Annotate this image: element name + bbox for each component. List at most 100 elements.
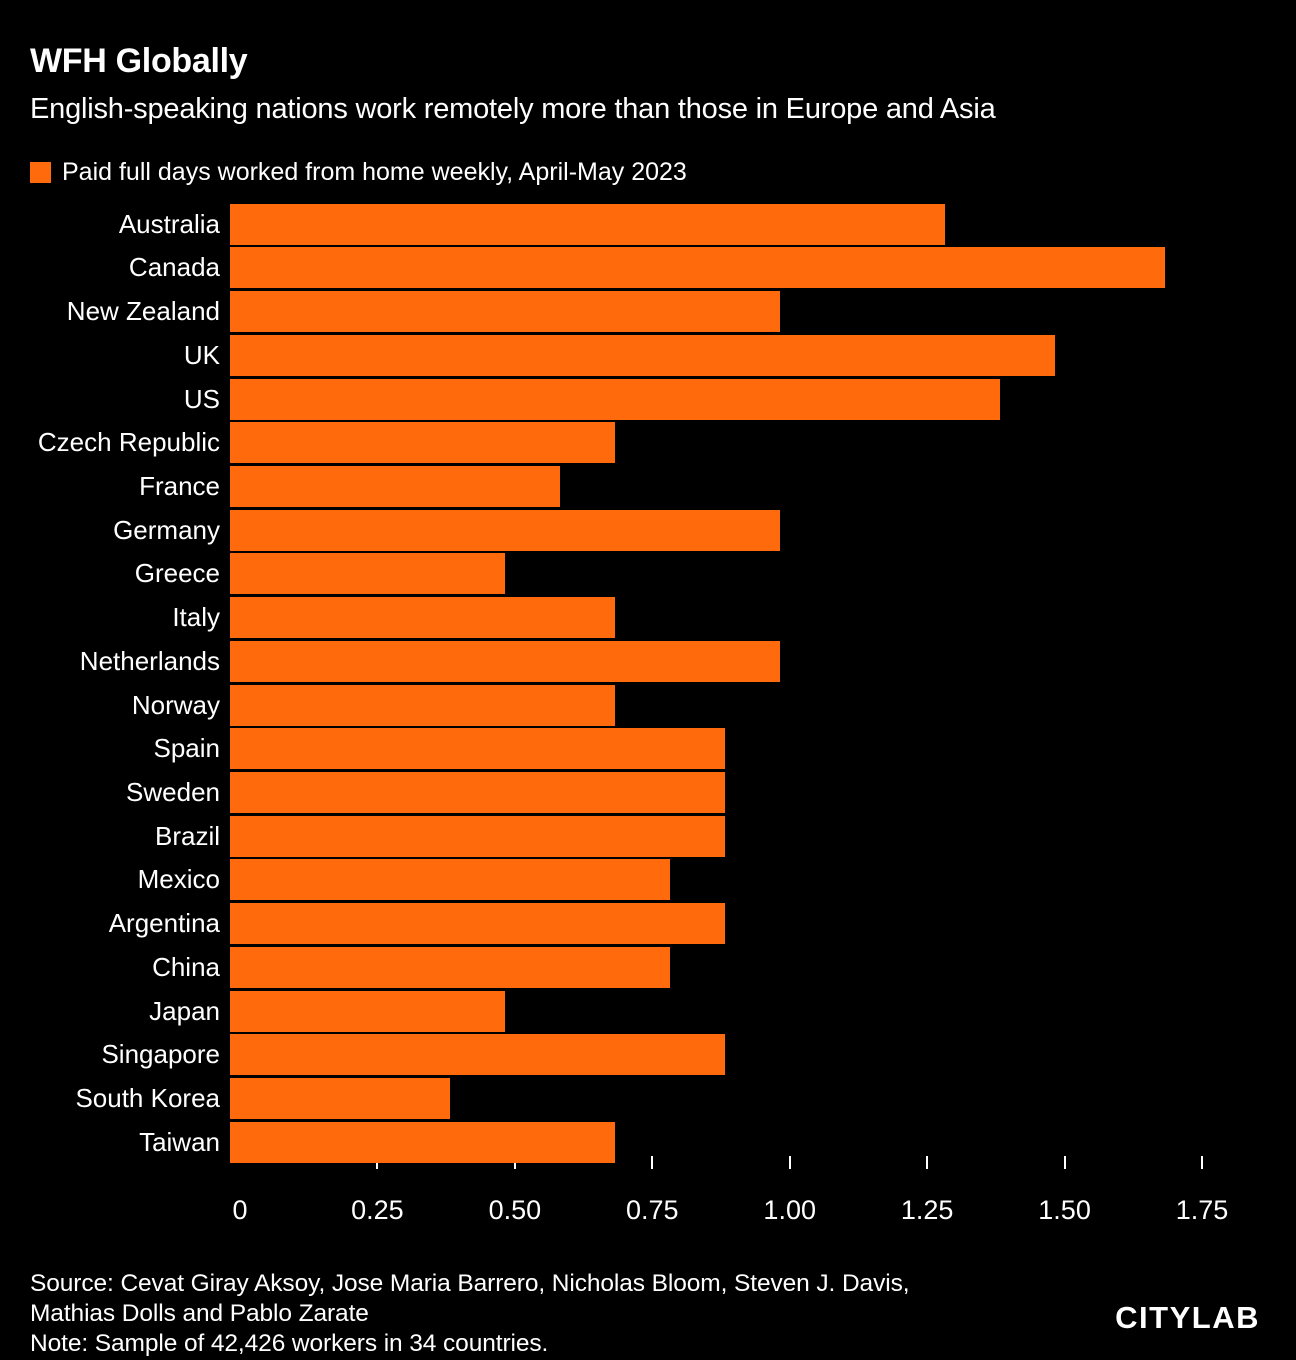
chart-row: US (0, 378, 1296, 420)
axis-tick-label: 1.00 (763, 1194, 816, 1225)
chart-row: Norway (0, 684, 1296, 726)
bar-track (230, 203, 1192, 245)
bar (230, 640, 780, 682)
axis-tick-label: 1.75 (1175, 1194, 1229, 1225)
bar (230, 203, 945, 245)
chart-row: Canada (0, 247, 1296, 289)
source-text-line1: Source: Cevat Giray Aksoy, Jose Maria Ba… (30, 1269, 910, 1297)
bar (230, 422, 615, 464)
bar-track (230, 815, 1192, 857)
axis-tick-label: 0.75 (626, 1194, 679, 1225)
bar (230, 1034, 725, 1076)
bar-track (230, 247, 1192, 289)
axis-tick-label: 0 (232, 1194, 248, 1225)
category-label: Sweden (126, 777, 220, 808)
category-label: Greece (134, 558, 220, 589)
legend-label: Paid full days worked from home weekly, … (62, 157, 687, 186)
chart-row: UK (0, 334, 1296, 376)
bar (230, 1078, 450, 1120)
category-label: China (152, 951, 220, 982)
axis-tick (651, 1155, 654, 1169)
chart-row: Netherlands (0, 640, 1296, 682)
source-text-line2: Mathias Dolls and Pablo Zarate (30, 1299, 369, 1327)
page-subtitle: English-speaking nations work remotely m… (30, 92, 996, 125)
bar-track (230, 1121, 1192, 1163)
category-label: Norway (131, 689, 220, 720)
note-text: Note: Sample of 42,426 workers in 34 cou… (30, 1329, 549, 1357)
category-label: New Zealand (66, 296, 220, 327)
category-label: US (183, 383, 220, 414)
chart-row: Spain (0, 728, 1296, 770)
chart-row: Germany (0, 509, 1296, 551)
bar-track (230, 291, 1192, 333)
bar-track (230, 946, 1192, 988)
bar-track (230, 684, 1192, 726)
footer: Source: Cevat Giray Aksoy, Jose Maria Ba… (30, 1269, 1266, 1359)
bar-track (230, 422, 1192, 464)
bar (230, 553, 505, 595)
bar-track (230, 859, 1192, 901)
bar-track (230, 553, 1192, 595)
bar (230, 772, 725, 814)
bar-rows: Australia Canada New Zealand UK US Czech Repu… (0, 203, 1296, 1163)
chart-row: France (0, 466, 1296, 507)
chart-row: Japan (0, 990, 1296, 1032)
category-label: Italy (172, 602, 220, 633)
axis-tick-label: 0.25 (351, 1194, 404, 1225)
bar-track (230, 728, 1192, 770)
category-label: Netherlands (79, 645, 220, 676)
chart-row: South Korea (0, 1078, 1296, 1120)
bar (230, 509, 780, 551)
bar (230, 334, 1055, 376)
bar-track (230, 903, 1192, 945)
chart-row: Czech Republic (0, 422, 1296, 464)
citylab-logo: CITYLAB (1115, 1300, 1260, 1335)
chart-row: Singapore (0, 1034, 1296, 1076)
category-label: France (139, 471, 220, 501)
bar-track (230, 1034, 1192, 1076)
bar (230, 291, 780, 333)
bar (230, 903, 725, 945)
chart-row: Italy (0, 597, 1296, 639)
bar-track (230, 772, 1192, 814)
bar (230, 684, 615, 726)
header: WFH Globally English-speaking nations wo… (0, 0, 1296, 126)
bar (230, 1121, 615, 1163)
chart-row: China (0, 946, 1296, 988)
bar (230, 466, 560, 507)
category-label: Brazil (154, 820, 220, 851)
chart-row: Greece (0, 553, 1296, 595)
axis-tick (788, 1155, 791, 1169)
bar-track (230, 378, 1192, 420)
legend-swatch-icon (30, 161, 51, 183)
legend: Paid full days worked from home weekly, … (30, 158, 1266, 187)
category-label: Argentina (108, 908, 220, 939)
plot-area: Australia Canada New Zealand UK US Czech Repu… (0, 203, 1296, 1169)
category-label: Taiwan (139, 1126, 220, 1157)
category-label: Czech Republic (37, 427, 220, 458)
axis-tick-label: 1.50 (1038, 1194, 1091, 1225)
bar-chart: Australia Canada New Zealand UK US Czech Repu… (0, 203, 1296, 1237)
category-label: Australia (118, 208, 220, 239)
page-title: WFH Globally (30, 42, 248, 80)
axis-tick-label: 0.50 (488, 1194, 542, 1225)
category-label: Singapore (101, 1039, 220, 1070)
axis-tick (1201, 1155, 1203, 1169)
category-label: UK (183, 339, 220, 370)
bar-track (230, 1078, 1192, 1120)
chart-row: Mexico (0, 859, 1296, 901)
axis-tick-label: 1.25 (900, 1194, 954, 1225)
category-label: Spain (153, 733, 221, 764)
category-label: Mexico (137, 864, 220, 895)
bar (230, 859, 670, 901)
bar-track (230, 509, 1192, 551)
category-label: Japan (149, 995, 220, 1026)
bar (230, 946, 670, 988)
bar-track (230, 990, 1192, 1032)
chart-row: Brazil (0, 815, 1296, 857)
bar-track (230, 334, 1192, 376)
bar-track (230, 640, 1192, 682)
chart-row: New Zealand (0, 291, 1296, 333)
x-axis: 0 0.25 0.50 0.75 1.00 1.25 1.50 1.75 (232, 1194, 1228, 1237)
